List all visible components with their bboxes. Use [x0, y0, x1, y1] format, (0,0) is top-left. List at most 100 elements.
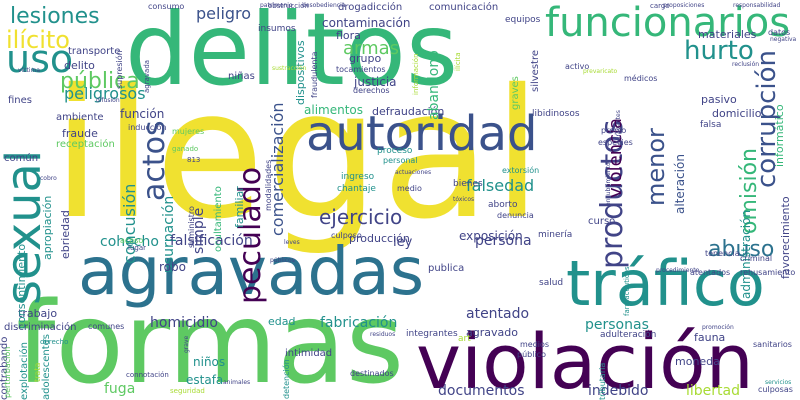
word-trata: trata: [33, 362, 42, 382]
word-farmaceuticos: farmacéuticos: [623, 266, 631, 316]
word-delitos: delitos: [125, 0, 459, 108]
word-medicos: médicos: [624, 74, 658, 83]
word-informacion: información: [412, 53, 420, 95]
word-seguridad: seguridad: [170, 387, 205, 395]
word-toxicos: tóxicos: [453, 196, 475, 203]
word-criminal: criminal: [740, 254, 773, 263]
word-comunes: comunes: [88, 322, 125, 331]
word-alimentos: alimentos: [304, 103, 363, 117]
word-contaminacion: contaminación: [322, 16, 411, 30]
word-agravada: agravada: [143, 59, 151, 93]
word-encubrimiento: encubrimiento: [605, 162, 612, 206]
word-culposo: culposo: [331, 231, 362, 240]
word-813: 813: [187, 156, 201, 164]
word-comun: común: [4, 153, 39, 164]
word-dispositivos: dispositivos: [294, 40, 307, 105]
word-homicidio: homicidio: [150, 315, 218, 331]
word-agravadas: agravadas: [78, 233, 425, 310]
word-acoso: acoso: [120, 236, 144, 245]
word-proposiciones: proposiciones: [663, 2, 705, 9]
word-persona: persona: [475, 233, 532, 249]
word-rehusamiento: rehusamiento: [740, 268, 796, 277]
word-servicios: servicios: [765, 379, 792, 386]
word-atentados: atentados: [690, 268, 731, 277]
word-ninas: niñas: [228, 71, 255, 82]
word-lugar: lugar: [128, 244, 146, 252]
word-insumos: insumos: [258, 24, 296, 34]
word-patrimonio: patrimonio: [260, 2, 293, 9]
word-documentos: documentos: [438, 383, 525, 399]
word-animales: animales: [223, 379, 251, 386]
word-publica-2: publica: [428, 263, 465, 274]
word-robo: robo: [159, 260, 186, 274]
word-personal: personal: [383, 156, 418, 165]
word-publicos: públicos: [270, 257, 295, 264]
word-falsificacion: falsificación: [170, 233, 253, 249]
word-chantaje: chantaje: [337, 184, 376, 194]
word-domicilio: domicilio: [712, 107, 762, 120]
word-grave: grave: [183, 335, 190, 353]
word-personas: personas: [585, 317, 649, 333]
word-detencion: detención: [282, 359, 291, 399]
word-explotacion: explotación: [19, 342, 30, 400]
word-cargo: cargo: [650, 2, 670, 10]
word-mujeres: mujeres: [172, 127, 205, 136]
word-trabajo: trabajo: [18, 307, 58, 320]
word-activo: activo: [565, 62, 590, 71]
word-agravado: agravado: [466, 326, 518, 339]
word-discriminacion: discriminación: [4, 322, 77, 333]
word-violacion: violación: [416, 317, 754, 400]
word-derechos: derechos: [353, 86, 390, 95]
word-produccion: producción: [349, 232, 410, 245]
word-supresion: supresión: [115, 50, 124, 89]
word-publica-1: pública: [60, 69, 140, 94]
word-receptacion: receptación: [56, 139, 115, 150]
word-cohecho: cohecho: [100, 234, 159, 250]
word-responsabilidad: responsabilidad: [733, 2, 781, 9]
word-ilicito: ilícito: [6, 26, 70, 54]
word-delito: delito: [64, 59, 95, 72]
word-prevaricato: prevaricato: [583, 68, 618, 75]
word-favorecimiento: favorecimiento: [779, 196, 792, 279]
word-integrantes: integrantes: [406, 329, 458, 339]
word-residuos: residuos: [370, 331, 396, 338]
word-induccion: inducción: [128, 123, 167, 132]
word-consumo: consumo: [148, 2, 185, 11]
word-formas: formas: [16, 279, 405, 400]
word-uso: uso: [6, 37, 74, 81]
word-libidinosos: libidinosos: [532, 109, 580, 119]
word-justicia: justicia: [354, 75, 397, 89]
word-atentado: atentado: [466, 306, 530, 322]
word-cobro: cobro: [40, 175, 57, 182]
word-fuga: fuga: [104, 381, 136, 397]
word-grupo: grupo: [349, 52, 382, 65]
word-especies: especies: [598, 138, 633, 147]
word-tenencia: tenencia: [705, 249, 740, 258]
word-datos: datos: [768, 28, 791, 37]
word-fraude: fraude: [62, 127, 98, 140]
word-ambiente: ambiente: [56, 112, 104, 123]
word-consentimiento: consentimiento: [15, 243, 28, 329]
word-drogadiccion: drogadicción: [338, 2, 403, 13]
word-derecho: derecho: [40, 338, 69, 346]
word-flora: flora: [336, 29, 361, 42]
word-denuncia: denuncia: [497, 211, 534, 220]
word-art: art: [458, 334, 471, 344]
word-mineria: minería: [538, 230, 573, 240]
word-perturbacion: perturbación: [3, 346, 12, 398]
word-abandono: abandono: [426, 50, 442, 120]
word-sustraccion: sustracción: [272, 65, 307, 72]
word-ilegal: ilegal: [52, 51, 544, 258]
word-ingreso: ingreso: [341, 172, 375, 182]
word-sanitarios: sanitarios: [753, 340, 792, 349]
word-exposicion: exposición: [459, 229, 523, 243]
word-ebriedad: ebriedad: [59, 210, 72, 259]
word-agravantes: agravantes: [615, 110, 622, 144]
word-autoridad: autoridad: [306, 106, 538, 162]
word-actos: actos: [137, 120, 172, 201]
word-negativa: negativa: [770, 36, 797, 43]
word-difusion: difusión: [96, 97, 120, 104]
word-informatico: informático: [773, 104, 786, 167]
word-adulteracion: adulteración: [600, 330, 657, 340]
